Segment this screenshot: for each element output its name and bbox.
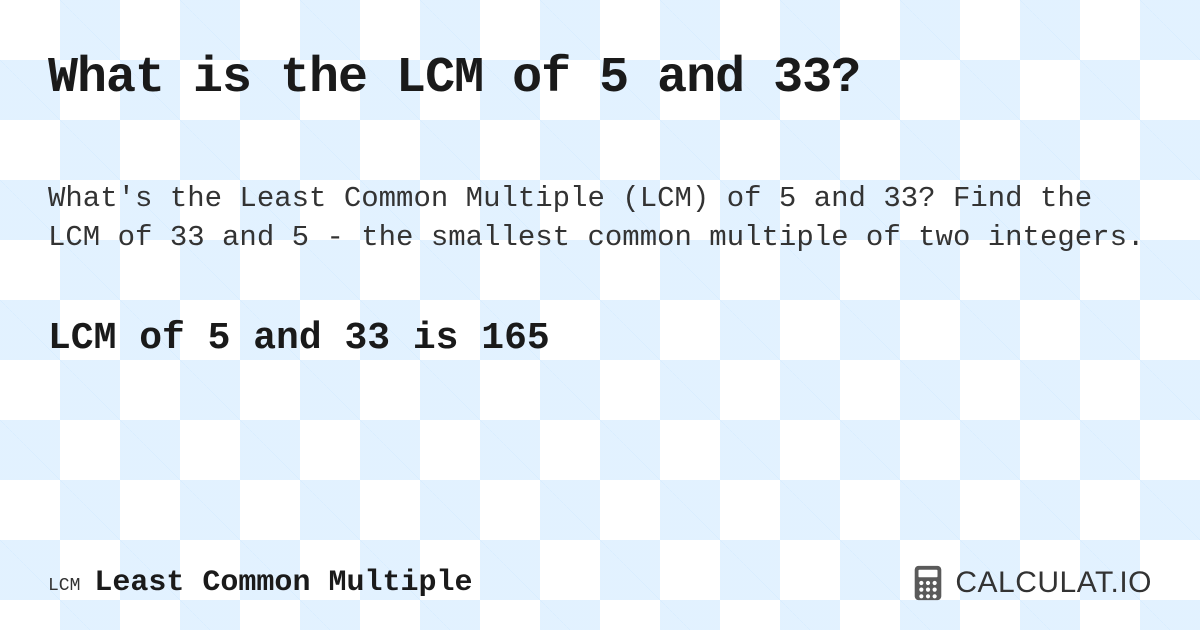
result-text: LCM of 5 and 33 is 165	[48, 317, 1152, 360]
brand-text: CALCULAT.IO	[955, 566, 1152, 600]
page-title: What is the LCM of 5 and 33?	[48, 50, 1152, 107]
footer: LCM Least Common Multiple CALCULAT.IO	[48, 564, 1152, 602]
lcm-full-label: Least Common Multiple	[94, 566, 472, 600]
lcm-abbreviation: LCM	[48, 576, 80, 596]
footer-left: LCM Least Common Multiple	[48, 566, 472, 600]
calculator-icon	[909, 564, 947, 602]
footer-right: CALCULAT.IO	[909, 564, 1152, 602]
description-text: What's the Least Common Multiple (LCM) o…	[48, 179, 1148, 257]
content-area: What is the LCM of 5 and 33? What's the …	[0, 0, 1200, 630]
